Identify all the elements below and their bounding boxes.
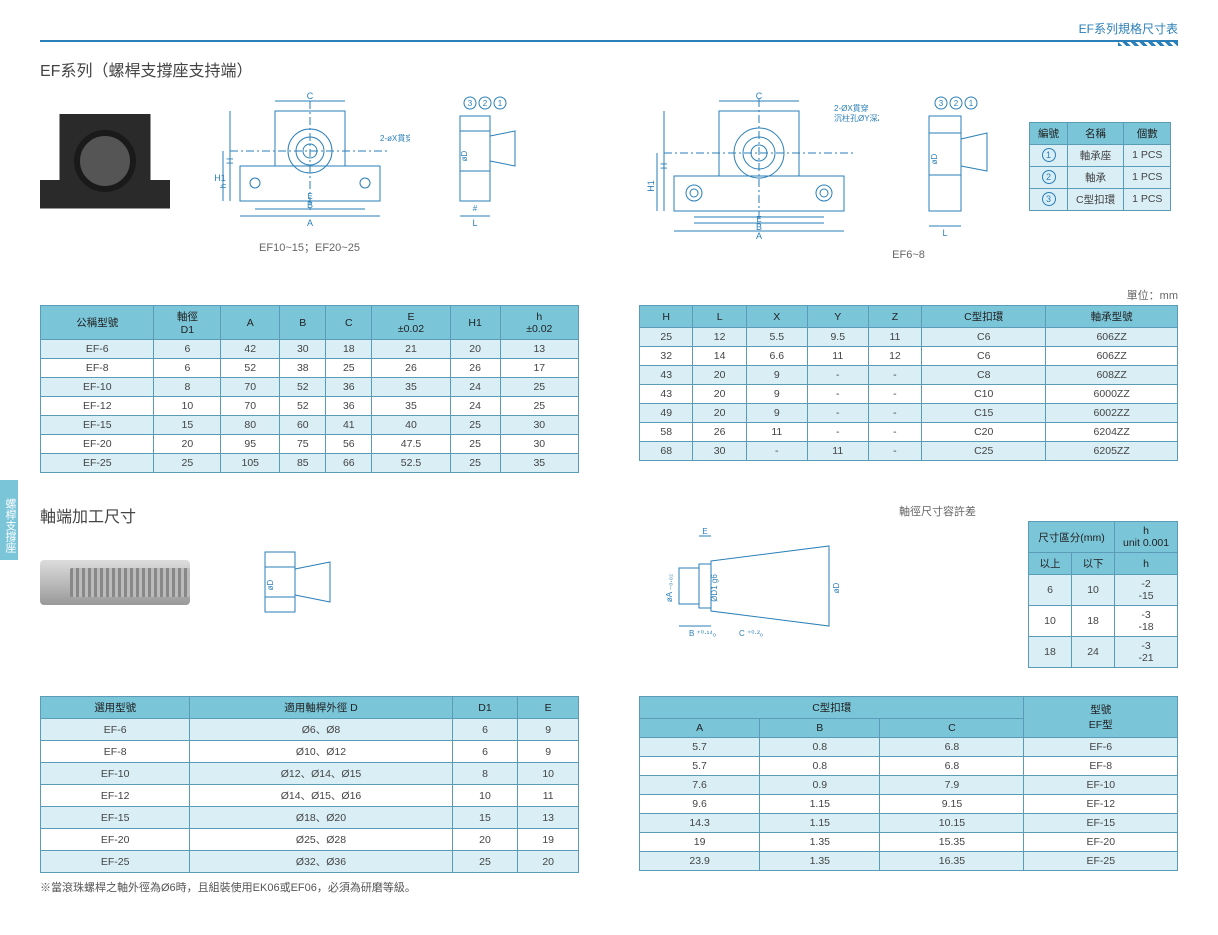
svg-text:#: # — [473, 204, 478, 213]
svg-text:øD: øD — [266, 579, 275, 590]
table-row: 9.61.159.15EF-12 — [640, 795, 1178, 814]
table-row: EF-202095755647.52530 — [41, 435, 579, 454]
svg-text:B: B — [307, 200, 313, 210]
header-title: EF系列規格尺寸表 — [1079, 22, 1178, 36]
table-row: 49209--C156002ZZ — [640, 404, 1178, 423]
table-row: 32146.61112C6606ZZ — [640, 347, 1178, 366]
svg-text:1: 1 — [498, 99, 503, 108]
svg-text:1: 1 — [969, 99, 974, 108]
svg-text:2: 2 — [954, 99, 959, 108]
svg-text:H1: H1 — [646, 180, 656, 192]
svg-text:H1: H1 — [214, 173, 226, 183]
svg-text:A: A — [307, 218, 313, 228]
side-tab: 螺桿支撐座 — [0, 480, 18, 560]
table-2a: 選用型號適用軸桿外徑 DD1E EF-6Ø6、Ø869EF-8Ø10、Ø1269… — [40, 696, 579, 873]
caption-left: EF10~15；EF20~25 — [40, 239, 579, 255]
table-row: 6830-11-C256205ZZ — [640, 442, 1178, 461]
table-row: 43209--C8608ZZ — [640, 366, 1178, 385]
svg-text:C: C — [307, 91, 314, 101]
table-row: 25125.59.511C6606ZZ — [640, 328, 1178, 347]
svg-text:øA ₋₀.₀₂: øA ₋₀.₀₂ — [665, 573, 674, 601]
svg-text:L: L — [942, 228, 947, 238]
svg-text:øD: øD — [460, 150, 469, 161]
svg-text:øD: øD — [832, 582, 841, 593]
table-1b: HLXYZC型扣環軸承型號 25125.59.511C6606ZZ32146.6… — [639, 305, 1178, 461]
svg-text:H: H — [225, 158, 235, 165]
table-row: 43209--C106000ZZ — [640, 385, 1178, 404]
section2-title: 軸端加工尺寸 — [40, 503, 579, 527]
table-row: 582611--C206204ZZ — [640, 423, 1178, 442]
table-row: EF-10Ø12、Ø14、Ø15810 — [41, 763, 579, 785]
table-row: EF-6Ø6、Ø869 — [41, 719, 579, 741]
table-row: 5.70.86.8EF-8 — [640, 757, 1178, 776]
shaft-dim-diagram: E øA ₋₀.₀₂ ØD1 g6 øD B ⁺⁰·¹⁴₀ C ⁺⁰·²₀ — [639, 526, 869, 646]
side-view-diagram-right: 1 2 3 L øD — [909, 91, 999, 241]
svg-text:A: A — [756, 231, 762, 241]
svg-text:2-ØX貫穿: 2-ØX貫穿 — [834, 103, 869, 113]
table-row: EF-8Ø10、Ø1269 — [41, 741, 579, 763]
svg-text:E: E — [756, 215, 761, 224]
svg-text:C ⁺⁰·²₀: C ⁺⁰·²₀ — [739, 629, 763, 638]
svg-text:E: E — [702, 527, 707, 536]
table-row: 5.70.86.8EF-6 — [640, 738, 1178, 757]
table-row: EF-66423018212013 — [41, 340, 579, 359]
table-row: 1824-3-21 — [1029, 637, 1178, 668]
table-row: EF-12Ø14、Ø15、Ø161011 — [41, 785, 579, 807]
table-row: 7.60.97.9EF-10 — [640, 776, 1178, 795]
table-row: 191.3515.35EF-20 — [640, 833, 1178, 852]
table-row: EF-15Ø18、Ø201513 — [41, 807, 579, 829]
svg-text:h: h — [219, 184, 228, 188]
section1-title: EF系列（螺桿支撐座支持端） — [40, 57, 1178, 81]
front-view-diagram-left: A B C H1 H 2-øX貫穿 E h — [200, 91, 410, 231]
table-1a: 公稱型號軸徑D1ABCE±0.02H1h±0.02 EF-66423018212… — [40, 305, 579, 473]
table-row: EF-1210705236352425 — [41, 397, 579, 416]
svg-text:C: C — [756, 91, 763, 101]
table-row: 1018-3-18 — [1029, 606, 1178, 637]
parts-table: 編號名稱個數 1軸承座1 PCS2軸承1 PCS3C型扣環1 PCS — [1029, 122, 1171, 211]
svg-text:沉柱孔ØY深Z: 沉柱孔ØY深Z — [834, 113, 879, 123]
page-header: EF系列規格尺寸表 — [40, 20, 1178, 42]
table-row: EF-25Ø32、Ø362520 — [41, 851, 579, 873]
table-row: EF-108705236352425 — [41, 378, 579, 397]
svg-text:L: L — [472, 218, 477, 228]
svg-text:2: 2 — [483, 99, 488, 108]
table-row: 610-2-15 — [1029, 575, 1178, 606]
svg-text:E: E — [307, 192, 312, 201]
svg-text:B ⁺⁰·¹⁴₀: B ⁺⁰·¹⁴₀ — [689, 629, 716, 638]
tolerance-title: 軸徑尺寸容許差 — [899, 503, 1178, 519]
table-row: EF-1515806041402530 — [41, 416, 579, 435]
caption-right: EF6~8 — [639, 249, 1178, 261]
table-row: 14.31.1510.15EF-15 — [640, 814, 1178, 833]
table-row: EF-2525105856652.52535 — [41, 454, 579, 473]
table-row: EF-86523825262617 — [41, 359, 579, 378]
table-row: EF-20Ø25、Ø282019 — [41, 829, 579, 851]
tolerance-table: 尺寸區分(mm)hunit 0.001 以上以下h 610-2-151018-3… — [1028, 521, 1178, 668]
svg-text:2-øX貫穿: 2-øX貫穿 — [380, 133, 410, 143]
svg-text:H: H — [659, 163, 669, 170]
svg-text:3: 3 — [468, 99, 473, 108]
svg-text:ØD1 g6: ØD1 g6 — [710, 573, 719, 601]
svg-text:3: 3 — [939, 99, 944, 108]
unit-label: 單位：mm — [40, 287, 1178, 303]
side-view-diagram-left: 1 2 3 L # øD — [440, 91, 530, 231]
svg-text:øD: øD — [930, 153, 939, 164]
shaft-side-diagram: øD — [250, 537, 350, 627]
footnote: ※當滾珠螺桿之軸外徑為Ø6時，且組裝使用EK06或EF06，必須為研磨等級。 — [40, 879, 579, 895]
screw-photo — [40, 560, 190, 605]
table-row: 23.91.3516.35EF-25 — [640, 852, 1178, 871]
front-view-diagram-right: A B E C H1 H 2-ØX貫穿 沉柱孔ØY深Z — [639, 91, 879, 241]
bracket-photo — [40, 114, 170, 209]
